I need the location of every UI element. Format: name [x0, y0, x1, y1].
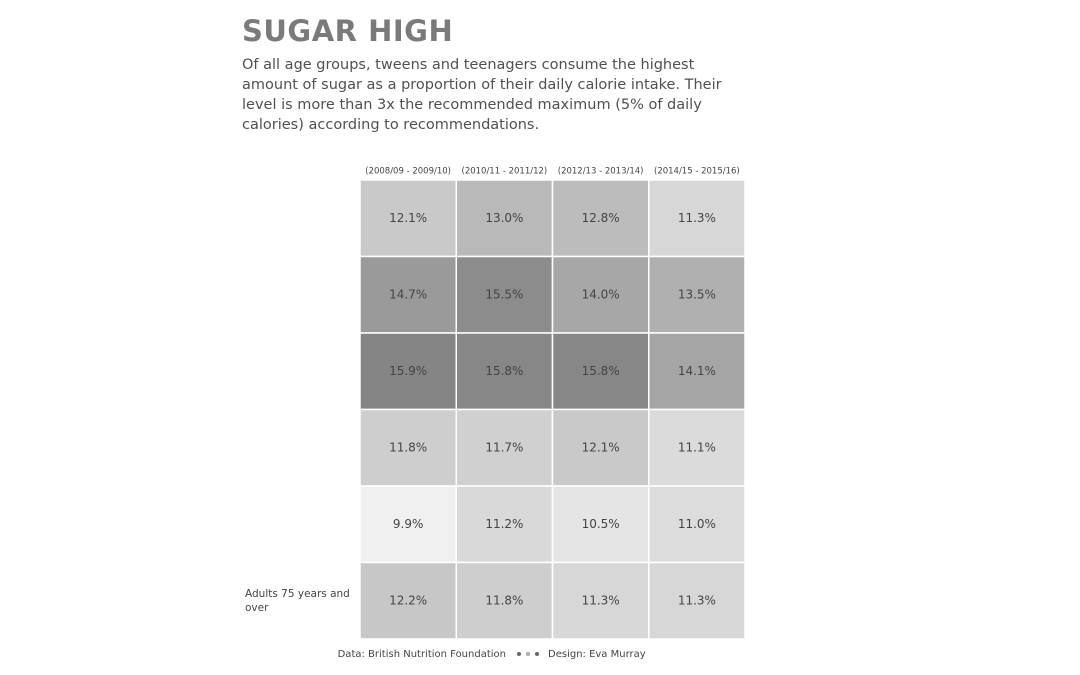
cell [648, 561, 746, 640]
separator-dot [535, 652, 539, 656]
cell-label: 15.8% [582, 364, 620, 378]
credit: Design: Eva Murray [548, 649, 646, 660]
chart-title: SUGAR HIGH [242, 14, 454, 48]
cell-label: 12.1% [582, 440, 620, 454]
row-label: Adults 75 years and over [245, 588, 350, 614]
cell-label: 13.0% [485, 211, 523, 225]
cell-label: 11.2% [485, 517, 523, 531]
separator-dot [526, 652, 530, 656]
cell-label: 11.1% [678, 440, 716, 454]
cell [648, 408, 746, 487]
cell-label: 11.0% [678, 517, 716, 531]
cell [551, 255, 650, 334]
cell-label: 11.3% [678, 211, 716, 225]
cell [648, 179, 746, 258]
cell-label: 11.8% [389, 440, 427, 454]
cell [648, 332, 746, 411]
cell [455, 561, 554, 640]
cell-label: 11.7% [485, 440, 523, 454]
cell [359, 332, 457, 411]
cell-label: 11.8% [485, 593, 523, 607]
cell [359, 561, 457, 640]
column-label: (2012/13 - 2013/14) [558, 167, 644, 177]
cell-label: 11.3% [582, 593, 620, 607]
cell [648, 485, 746, 564]
cell [648, 255, 746, 334]
cell-label: 9.9% [393, 517, 424, 531]
cell [359, 408, 457, 487]
cell-label: 15.5% [485, 287, 523, 301]
cell-label: 13.5% [678, 287, 716, 301]
cell-label: 15.8% [485, 364, 523, 378]
cell-label: 14.1% [678, 364, 716, 378]
separator-dot [517, 652, 521, 656]
cell-label: 15.9% [389, 364, 427, 378]
cell-label: 12.2% [389, 593, 427, 607]
cell [359, 485, 457, 564]
cell [551, 332, 650, 411]
source: Data: British Nutrition Foundation [338, 649, 506, 660]
cell-label: 10.5% [582, 517, 620, 531]
column-label: (2010/11 - 2011/12) [462, 167, 548, 177]
cell-label: 14.7% [389, 287, 427, 301]
cell [551, 561, 650, 640]
cell-label: 12.1% [389, 211, 427, 225]
chart-subtitle: Of all age groups, tweens and teenagers … [242, 57, 722, 133]
cell-label: 12.8% [582, 211, 620, 225]
cell-label: 11.3% [678, 593, 716, 607]
cell-label: 14.0% [582, 287, 620, 301]
column-label: (2008/09 - 2009/10) [365, 167, 451, 177]
column-label: (2014/15 - 2015/16) [654, 167, 740, 177]
